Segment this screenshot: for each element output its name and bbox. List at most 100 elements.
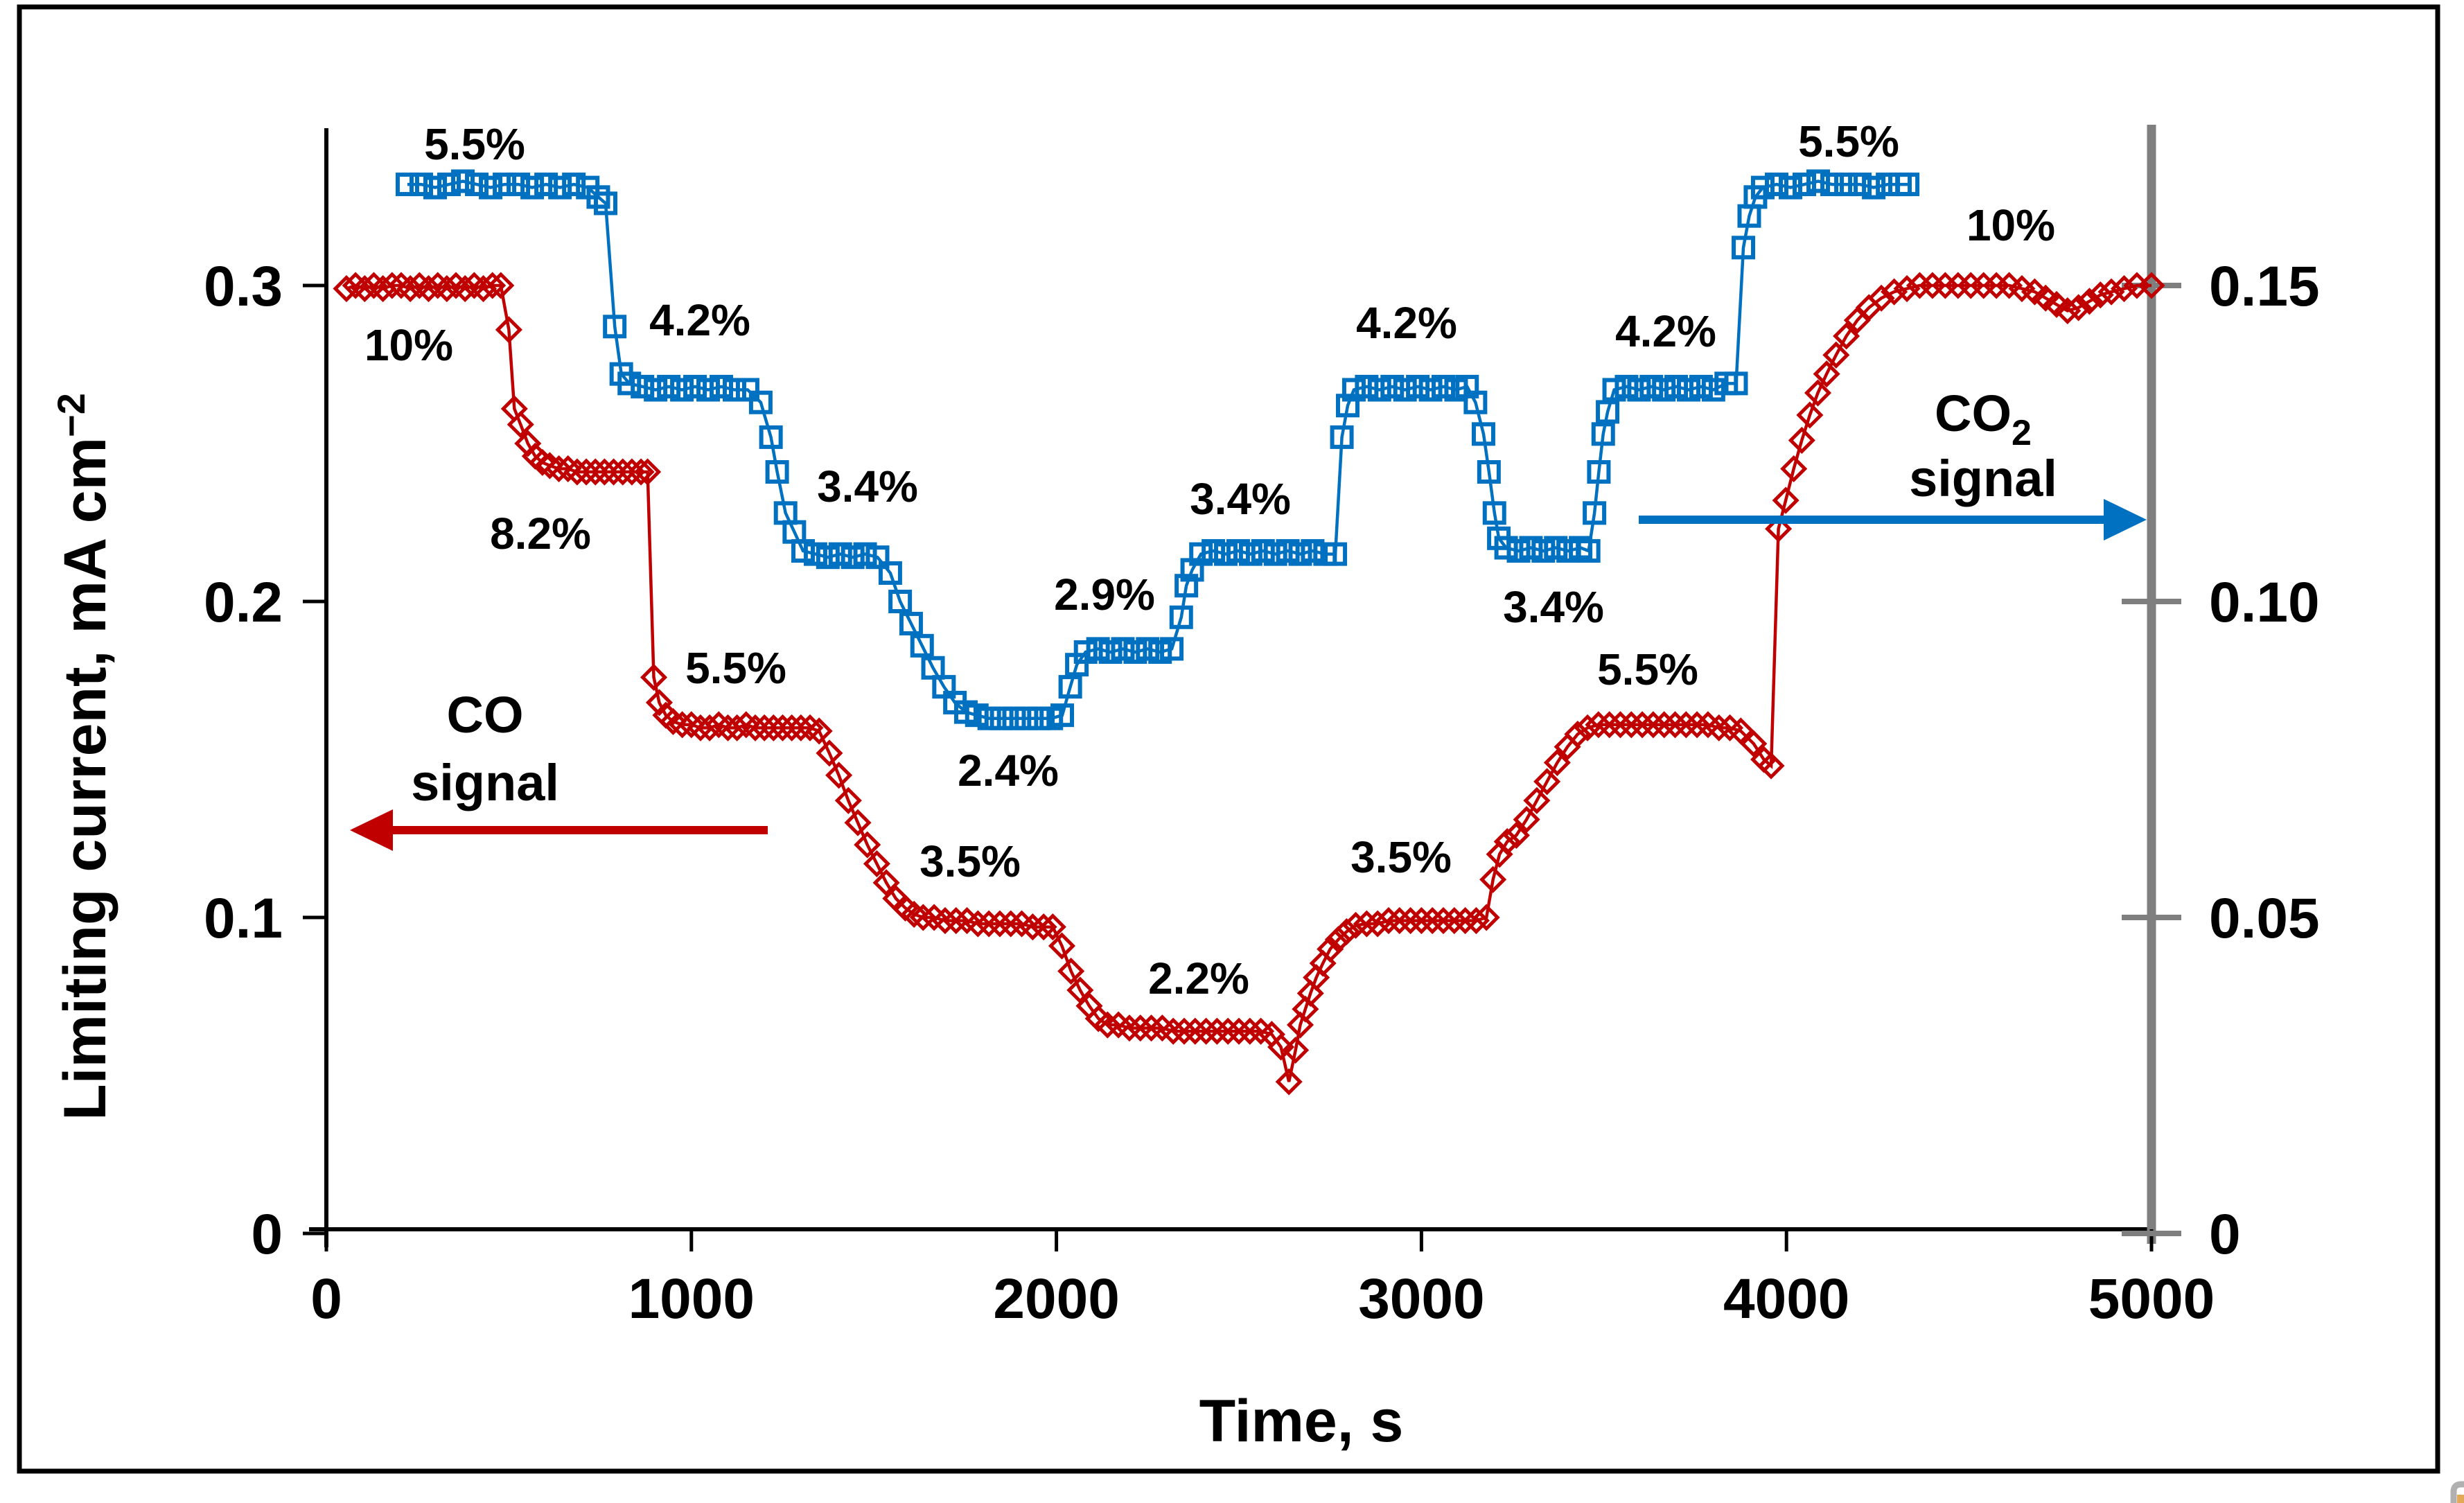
arrow-head: [2104, 499, 2147, 540]
marker-square: [1701, 378, 1725, 402]
marker-diamond: [387, 272, 415, 299]
x-axis-title: Time, s: [1199, 1388, 1404, 1454]
marker-diamond: [1441, 907, 1468, 935]
marker-square: [1627, 378, 1651, 402]
marker-square: [548, 175, 572, 200]
marker-square: [1174, 574, 1199, 598]
y-right-tick-label: 0.15: [2209, 255, 2320, 318]
marker-square: [1506, 539, 1531, 563]
marker-square: [1073, 640, 1098, 664]
marker-diamond: [1181, 1017, 1209, 1045]
marker-square: [1591, 422, 1615, 446]
marker-square: [594, 191, 618, 216]
marker-diamond: [1030, 913, 1057, 941]
marker-square: [1238, 542, 1262, 566]
marker-square: [1477, 460, 1501, 484]
marker-square: [1576, 539, 1601, 563]
marker-diamond: [590, 458, 618, 486]
marker-square: [1136, 637, 1160, 661]
marker-square: [1406, 374, 1430, 398]
y-left-tick-label: 0.3: [204, 255, 283, 318]
annotation-label: 3.5%: [919, 836, 1021, 886]
marker-square: [1750, 175, 1775, 200]
marker-square: [1226, 539, 1250, 563]
marker-diamond: [634, 458, 662, 486]
marker-diamond: [1788, 426, 1815, 454]
marker-square: [1341, 378, 1366, 402]
marker-square: [1848, 173, 1872, 197]
marker-square: [899, 611, 923, 635]
marker-diamond: [1332, 917, 1360, 946]
annotation-label: 3.4%: [817, 462, 918, 511]
marker-square: [1463, 390, 1488, 414]
marker-square: [1214, 542, 1238, 566]
marker-diamond: [1342, 911, 1370, 939]
marker-square: [1793, 173, 1817, 197]
marker-diamond: [1833, 322, 1860, 350]
marker-diamond: [844, 809, 872, 836]
marker-diamond: [572, 458, 600, 486]
marker-diamond: [872, 869, 900, 897]
marker-diamond: [1672, 711, 1700, 739]
marker-diamond: [536, 452, 563, 480]
marker-square: [878, 561, 902, 585]
marker-square: [603, 315, 627, 339]
marker-diamond: [2097, 278, 2125, 306]
marker-diamond: [678, 711, 705, 739]
marker-diamond: [900, 900, 928, 928]
marker-square: [709, 374, 733, 398]
marker-diamond: [705, 711, 732, 739]
marker-diamond: [1324, 926, 1352, 953]
y-right-tick-label: 0.05: [2209, 887, 2320, 950]
co2-signal-label-line1: CO2: [1935, 385, 2032, 453]
marker-square: [1471, 422, 1495, 446]
annotation-label: 5.5%: [685, 643, 786, 693]
corner-glyph-accent: [2457, 1495, 2464, 1503]
marker-diamond: [378, 272, 406, 299]
annotation-label: 8.2%: [490, 509, 591, 559]
marker-square: [493, 173, 517, 197]
y-right-tick-label: 0.10: [2209, 571, 2320, 634]
marker-square: [989, 706, 1014, 730]
marker-diamond: [1881, 278, 1908, 306]
marker-diamond: [600, 458, 628, 486]
marker-square: [1834, 173, 1858, 197]
marker-diamond: [424, 272, 452, 299]
x-tick-label: 2000: [993, 1267, 1119, 1330]
marker-square: [910, 633, 934, 658]
x-tick-label: 1000: [628, 1267, 755, 1330]
marker-square: [735, 378, 759, 402]
marker-diamond: [360, 272, 388, 299]
marker-square: [1764, 173, 1788, 197]
marker-diamond: [2138, 272, 2165, 299]
marker-diamond: [351, 275, 378, 303]
x-tick-label: 0: [310, 1267, 342, 1330]
marker-diamond: [645, 689, 673, 717]
marker-diamond: [627, 458, 655, 486]
marker-diamond: [1596, 711, 1623, 739]
marker-diamond: [723, 714, 751, 741]
y-axis-title-superscript: −2: [49, 393, 93, 437]
annotation-label: 3.5%: [1350, 832, 1452, 882]
marker-diamond: [2054, 297, 2082, 325]
marker-diamond: [1727, 717, 1754, 745]
marker-diamond: [659, 707, 687, 735]
marker-square: [965, 703, 989, 728]
x-tick-label: 5000: [2088, 1267, 2215, 1330]
marker-diamond: [405, 272, 433, 299]
marker-diamond: [1236, 1017, 1264, 1045]
marker-diamond: [342, 272, 369, 299]
marker-square: [683, 374, 707, 398]
marker-diamond: [975, 910, 1003, 938]
marker-diamond: [834, 786, 862, 814]
marker-diamond: [1170, 1017, 1198, 1045]
marker-diamond: [1617, 711, 1645, 739]
marker-diamond: [2065, 294, 2093, 322]
marker-square: [395, 173, 419, 197]
marker-diamond: [964, 910, 992, 938]
marker-square: [451, 169, 475, 193]
marker-square: [791, 539, 816, 563]
marker-diamond: [2110, 275, 2138, 303]
corner-resize-glyph: [2450, 1481, 2464, 1503]
